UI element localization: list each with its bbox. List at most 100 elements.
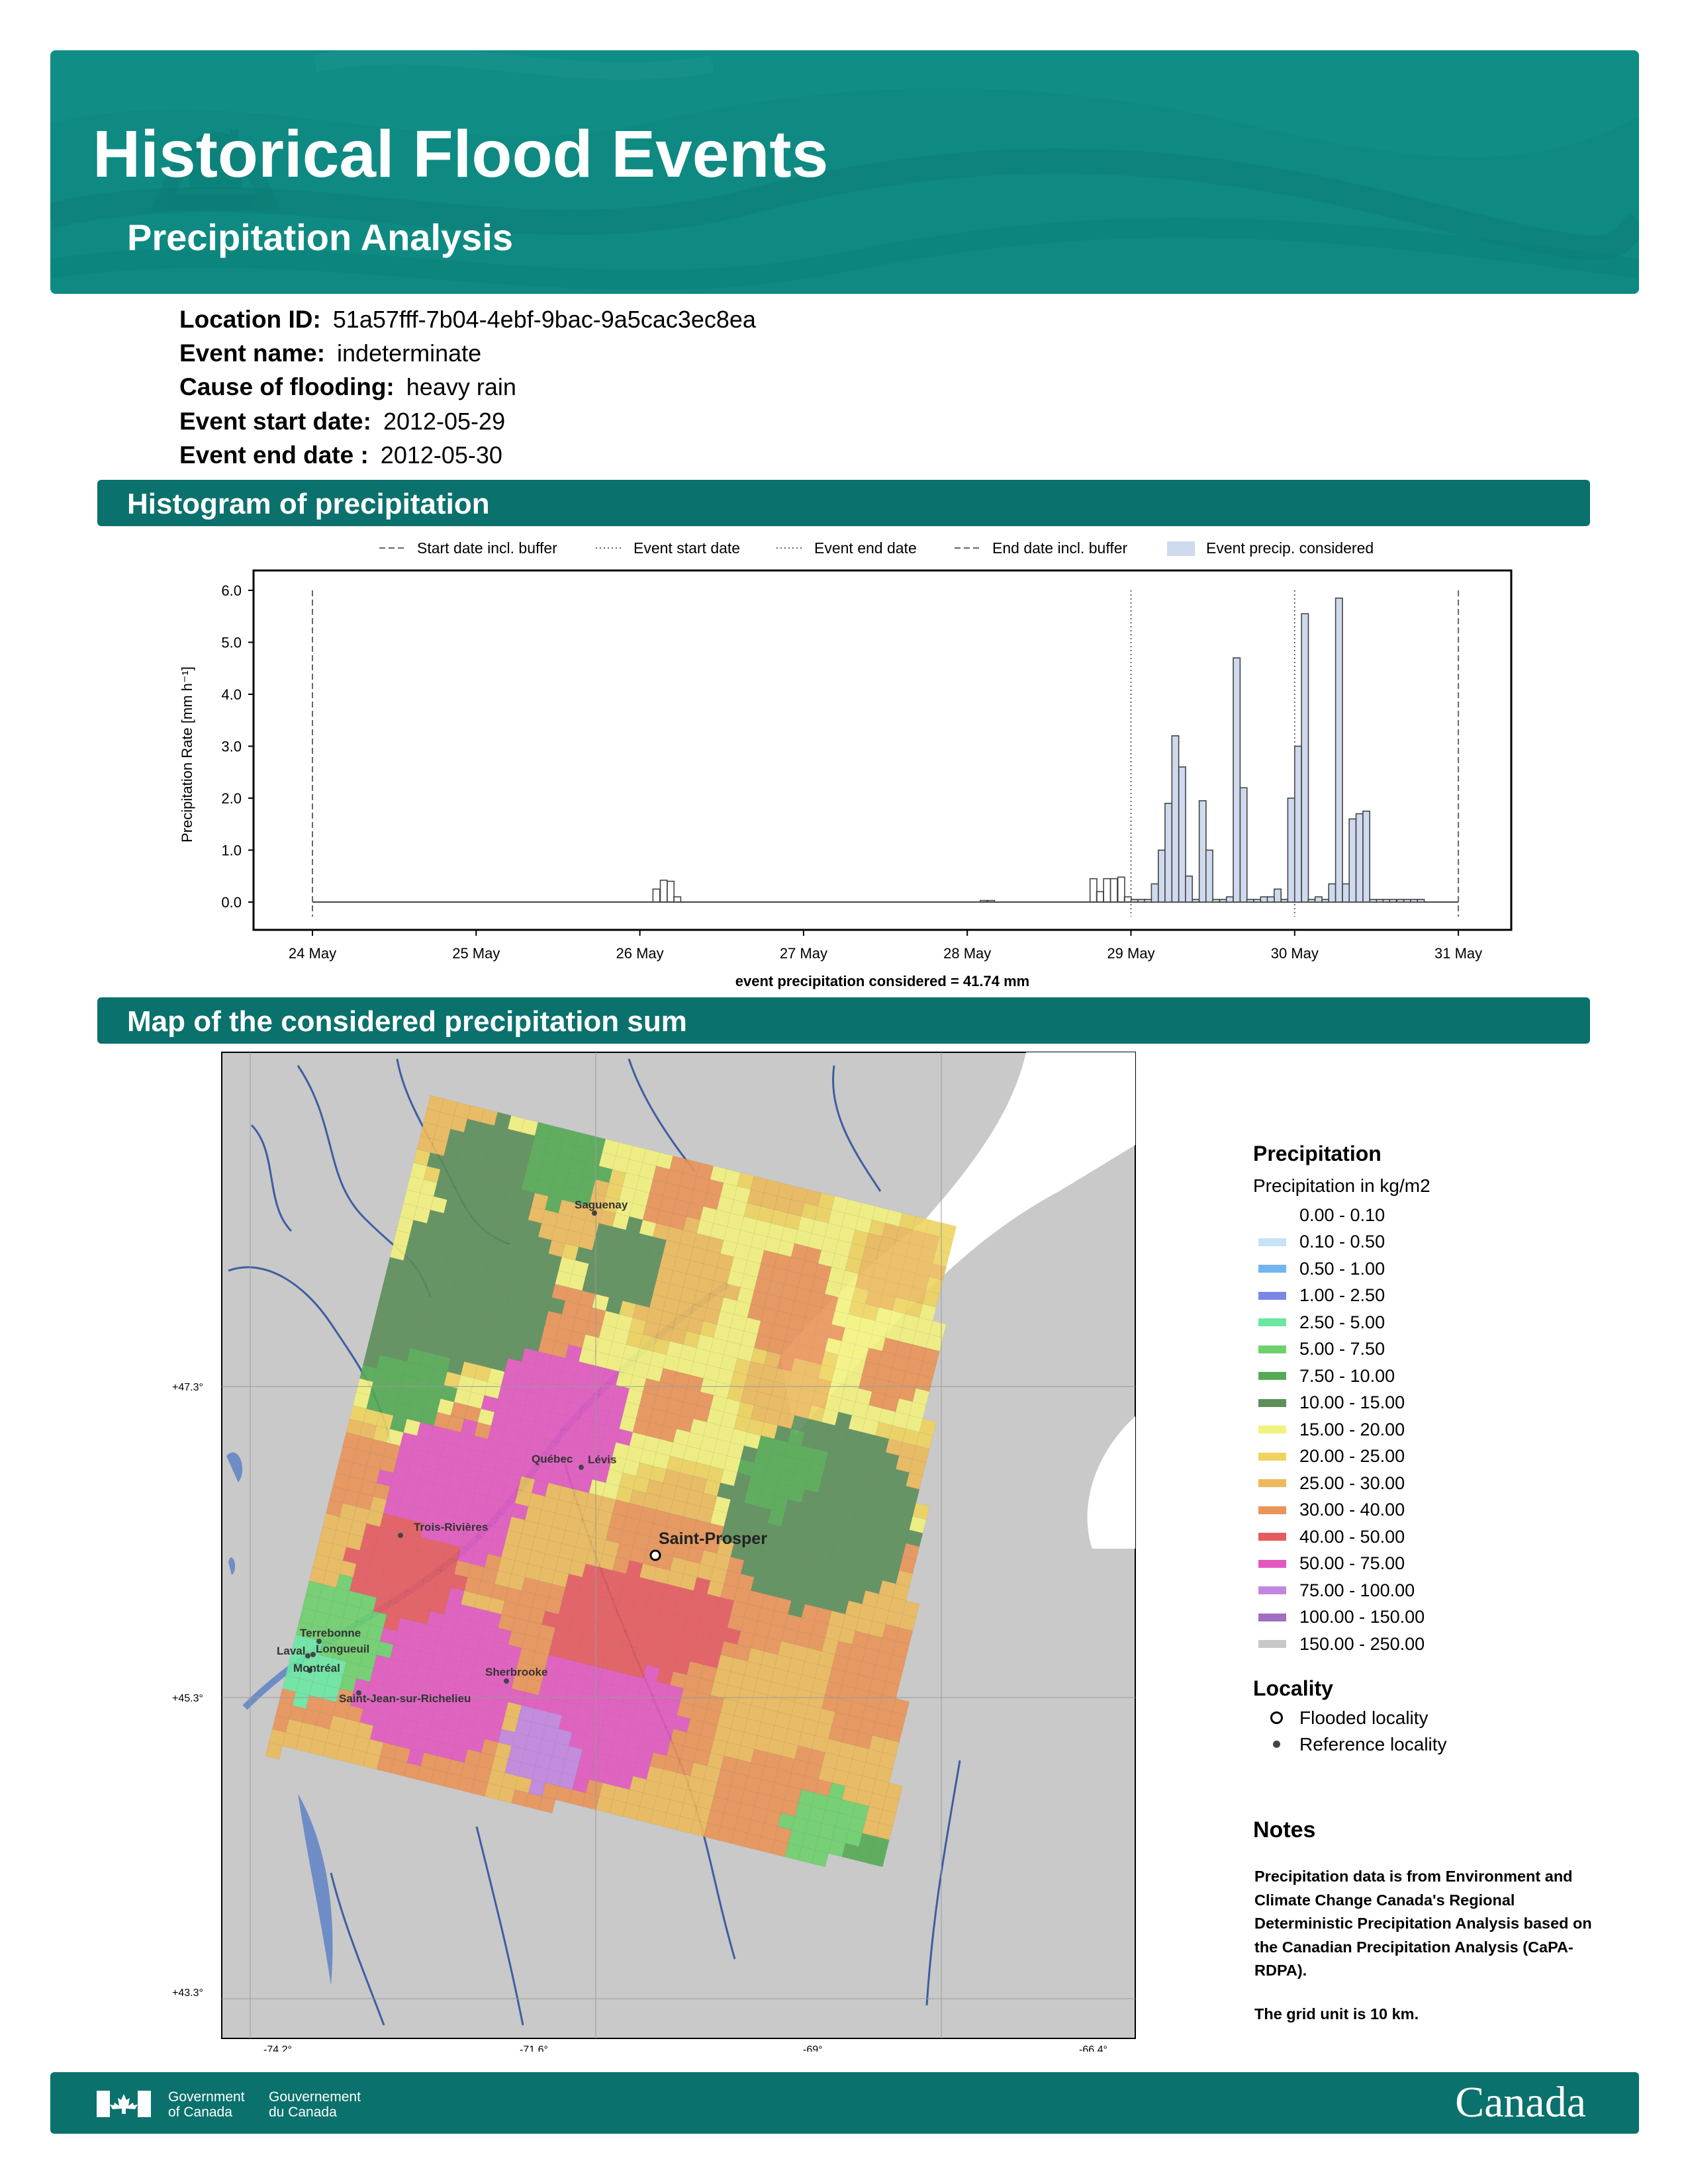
x-tick-label: 29 May [1107, 945, 1154, 962]
precip-bar [1403, 899, 1411, 903]
legend-swatch [1258, 1640, 1286, 1649]
legend-item: 50.00 - 75.00 [1253, 1551, 1624, 1578]
localities: Saguenay Québec Lévis Trois-Rivières Ter… [277, 1199, 767, 1705]
page-header: Historical Flood Events Precipitation An… [50, 50, 1639, 294]
start-date-label: Event start date: [179, 408, 371, 435]
legend-label: 0.10 - 0.50 [1299, 1232, 1385, 1252]
precip-bar [1301, 613, 1309, 903]
lat-label: +47.3° [172, 1382, 203, 1393]
flooded-locality-marker [649, 1549, 661, 1561]
place-montreal: Montréal [293, 1662, 340, 1674]
x-tick-label: 26 May [616, 945, 664, 962]
cause-value: heavy rain [406, 373, 516, 400]
legend-flooded-locality: Flooded locality [1253, 1705, 1624, 1731]
precip-bar [1089, 878, 1098, 903]
precip-bar [1219, 899, 1227, 903]
legend-item: 40.00 - 50.00 [1253, 1524, 1624, 1551]
precip-bar [1328, 883, 1336, 903]
legend-precip-swatch [1167, 541, 1195, 556]
legend-swatch [1258, 1345, 1286, 1353]
precip-bar [1314, 896, 1323, 903]
page-footer: Government of Canada Gouvernement du Can… [50, 2072, 1639, 2134]
house-logo-icon [150, 130, 281, 210]
legend-reference-locality: Reference locality [1253, 1731, 1624, 1758]
event-name-value: indeterminate [337, 340, 482, 367]
y-tick-label: 5.0 [221, 635, 242, 651]
page-title: Historical Flood Events [93, 117, 829, 191]
government-of-canada-fr: Gouvernement du Canada [269, 2089, 361, 2120]
legend-label: 2.50 - 5.00 [1299, 1312, 1385, 1332]
x-tick-label: 27 May [780, 945, 827, 962]
lake [226, 1452, 243, 1482]
precipitation-map[interactable]: Saguenay Québec Lévis Trois-Rivières Ter… [165, 1046, 1172, 2052]
precip-bar [1205, 849, 1213, 903]
chart-marks: 0.0 1.0 2.0 3.0 4.0 5.0 6.0 24 May 25 May 26 May 2… [221, 582, 1482, 962]
precip-bar [1280, 899, 1289, 903]
y-tick-label: 2.0 [221, 790, 242, 807]
legend-item: 10.00 - 15.00 [1253, 1390, 1624, 1417]
legend-item: 1.00 - 2.50 [1253, 1283, 1624, 1310]
legend-label: 15.00 - 20.00 [1299, 1419, 1405, 1439]
page-subtitle: Precipitation Analysis [127, 216, 513, 258]
lon-label: -69° [803, 2044, 823, 2052]
legend-label: 7.50 - 10.00 [1299, 1365, 1395, 1386]
legend-item: 20.00 - 25.00 [1253, 1443, 1624, 1471]
legend-label: 10.00 - 15.00 [1299, 1392, 1405, 1413]
graticule [222, 1052, 1135, 2038]
legend-item: 100.00 - 150.00 [1253, 1604, 1624, 1631]
precip-grid-cell [868, 1850, 886, 1868]
start-date-value: 2012-05-29 [383, 408, 506, 435]
precip-bar [652, 888, 661, 903]
notes-text: Precipitation data is from Environment a… [1254, 1868, 1592, 1979]
location-id-row: Location ID: 51a57fff-7b04-4ebf-9bac-9a5… [179, 306, 756, 334]
precip-grid-cell [538, 1796, 556, 1814]
place-quebec: Québec [532, 1453, 573, 1465]
x-tick-label: 25 May [452, 945, 500, 962]
canada-flag-icon [97, 2091, 151, 2117]
flooded-marker-icon [1270, 1711, 1283, 1724]
precip-bar [1307, 899, 1316, 903]
legend-item: 15.00 - 20.00 [1253, 1416, 1624, 1443]
map-section-title: Map of the considered precipitation sum [127, 1005, 687, 1038]
legend-swatch [1258, 1613, 1286, 1621]
legend-swatch [1258, 1238, 1286, 1246]
legend-swatch [1258, 1452, 1286, 1461]
x-axis-caption: event precipitation considered = 41.74 m… [735, 973, 1029, 989]
plot-frame [252, 569, 1513, 931]
lat-label: +43.3° [172, 1987, 203, 1999]
precip-bar [1212, 899, 1221, 903]
precip-bar [1342, 883, 1350, 903]
legend-label: 1.00 - 2.50 [1299, 1285, 1385, 1306]
notes-title: Notes [1253, 1817, 1316, 1843]
place-longueuil: Longueuil [316, 1643, 369, 1655]
end-date-row: Event end date : 2012-05-30 [179, 441, 502, 469]
place-levis: Lévis [588, 1453, 616, 1466]
precip-bar [1109, 878, 1118, 903]
end-date-value: 2012-05-30 [380, 441, 502, 469]
precip-bar [1185, 875, 1193, 903]
legend-buffer-start: Start date incl. buffer [417, 539, 557, 557]
chart-legend: Start date incl. buffer Event start date… [379, 539, 1374, 557]
precip-bar [1274, 888, 1282, 903]
legend-item: 5.00 - 7.50 [1253, 1336, 1624, 1363]
location-id-value: 51a57fff-7b04-4ebf-9bac-9a5cac3ec8ea [332, 306, 756, 333]
precip-bar [1382, 899, 1391, 903]
legend-buffer-end: End date incl. buffer [992, 539, 1127, 557]
precip-grid-cell [811, 1850, 829, 1868]
legend-label: 75.00 - 100.00 [1299, 1580, 1415, 1600]
legend-swatch [1258, 1265, 1286, 1273]
legend-item: 30.00 - 40.00 [1253, 1497, 1624, 1524]
precip-bar [1157, 849, 1166, 903]
precip-bar [1287, 797, 1295, 903]
precip-bar [1355, 813, 1364, 903]
legend-item: 0.10 - 0.50 [1253, 1229, 1624, 1256]
legend-label: 50.00 - 75.00 [1299, 1553, 1405, 1574]
y-tick-label: 6.0 [221, 582, 242, 599]
map-legend: Precipitation Precipitation in kg/m2 0.0… [1253, 1142, 1624, 1758]
precip-bar [1294, 745, 1302, 903]
legend-swatch [1258, 1291, 1286, 1300]
precip-bar [1225, 896, 1234, 903]
legend-swatch [1258, 1586, 1286, 1595]
histogram-section-title: Histogram of precipitation [127, 488, 490, 520]
precipitation-grid [265, 1095, 957, 1868]
